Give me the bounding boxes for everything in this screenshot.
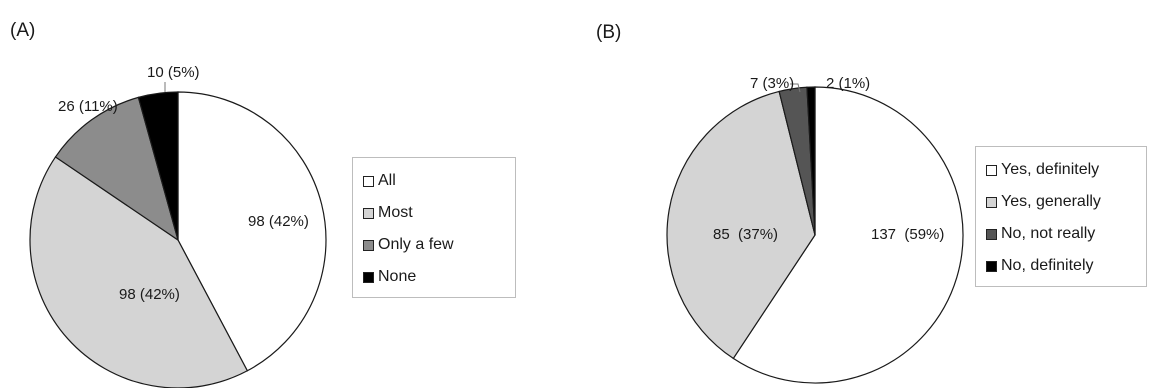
data-label: 2 (1%): [826, 75, 870, 92]
pie-slice-none: [137, 91, 179, 241]
leader-line: [790, 83, 801, 93]
legend-a: All Most Only a few None: [352, 157, 516, 298]
data-label: 98 (42%): [248, 213, 309, 230]
legend-label: All: [378, 172, 396, 189]
legend-label: No, definitely: [1001, 257, 1094, 274]
legend-swatch: [986, 260, 997, 272]
legend-label: Most: [378, 204, 413, 221]
pie-slice-yes-generally: [666, 90, 816, 360]
legend-item-yes-definitely: Yes, definitely: [986, 161, 1099, 179]
legend-item-yes-generally: Yes, generally: [986, 193, 1101, 211]
legend-item-no-not-really: No, not really: [986, 225, 1095, 243]
legend-swatch: [363, 175, 374, 187]
pie-chart-b: 137 (59%) 85 (37%) 7 (3%) 2 (1%): [666, 75, 964, 384]
pie-chart-a: 98 (42%) 98 (42%) 26 (11%) 10 (5%): [29, 64, 327, 388]
legend-swatch: [363, 207, 374, 219]
pie-slice-no-definitely: [806, 86, 816, 236]
legend-swatch: [363, 271, 374, 283]
pie-slice-most: [29, 156, 249, 388]
legend-item-none: None: [363, 268, 416, 286]
legend-label: Only a few: [378, 236, 454, 253]
legend-swatch: [986, 164, 997, 176]
legend-label: None: [378, 268, 417, 285]
pie-slice-only-a-few: [54, 96, 180, 242]
legend-swatch: [986, 228, 997, 240]
legend-item-most: Most: [363, 204, 413, 222]
legend-item-only-a-few: Only a few: [363, 236, 454, 254]
panel-b-label: (B): [596, 22, 622, 43]
data-label: 10 (5%): [147, 64, 200, 81]
legend-swatch: [363, 239, 374, 251]
legend-label: Yes, definitely: [1001, 161, 1100, 178]
legend-item-no-definitely: No, definitely: [986, 257, 1094, 275]
legend-swatch: [986, 196, 997, 208]
data-label: 137 (59%): [871, 226, 944, 243]
data-label: 85 (37%): [713, 226, 778, 243]
legend-item-all: All: [363, 172, 396, 190]
data-label: 26 (11%): [58, 98, 118, 115]
panel-a-label: (A): [10, 20, 36, 41]
pie-slice-all: [177, 91, 327, 372]
pie-slice-yes-definitely: [732, 86, 964, 384]
data-label: 7 (3%): [750, 75, 794, 92]
data-label: 98 (42%): [119, 286, 180, 303]
legend-label: No, not really: [1001, 225, 1096, 242]
legend-label: Yes, generally: [1001, 193, 1101, 210]
legend-b: Yes, definitely Yes, generally No, not r…: [975, 146, 1147, 287]
